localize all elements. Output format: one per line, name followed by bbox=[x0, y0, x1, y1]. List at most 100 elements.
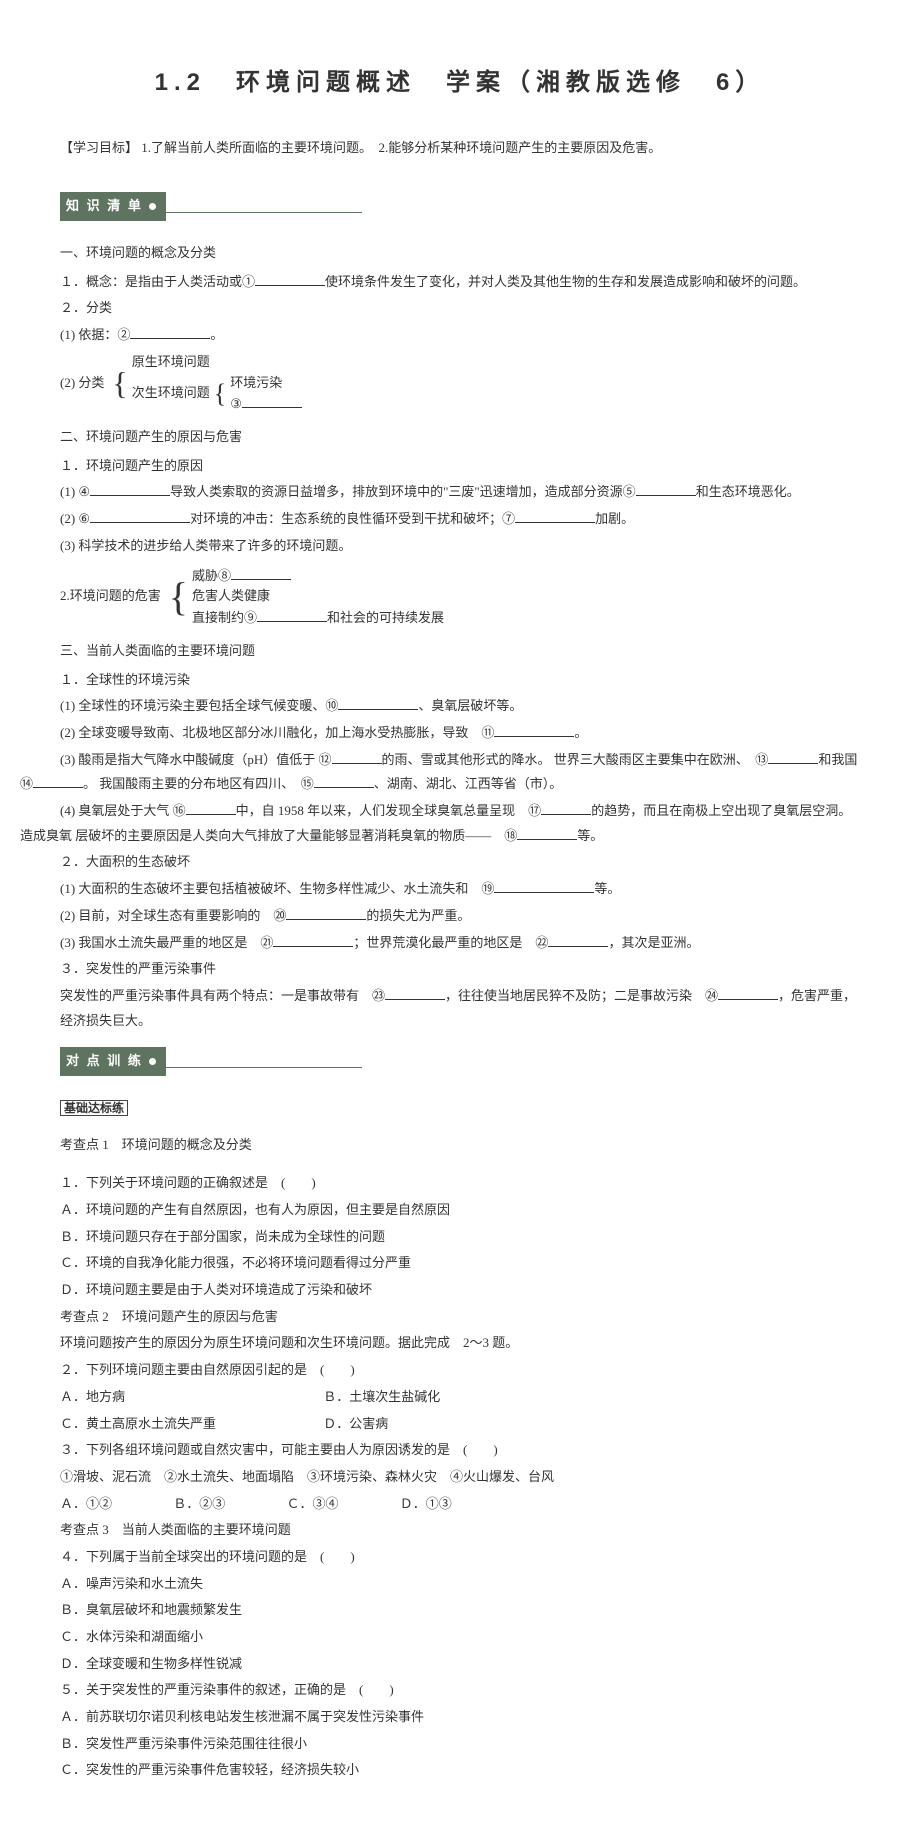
blank-icon bbox=[273, 932, 353, 947]
q2-opt-c: Ｃ．黄土高原水土流失严重 bbox=[60, 1412, 320, 1437]
text: 加剧。 bbox=[595, 511, 634, 526]
text: 和生态环境恶化。 bbox=[696, 484, 800, 499]
brace-item: ③ bbox=[230, 393, 302, 415]
q3-opt-d: Ｄ．①③ bbox=[400, 1492, 510, 1517]
classify-1: (1) 依据：②。 bbox=[60, 323, 860, 348]
q4: ４．下列属于当前全球突出的环境问题的是 ( ) bbox=[60, 1545, 860, 1570]
eco-head: ２．大面积的生态破坏 bbox=[60, 850, 860, 875]
text: 2.环境问题的危害 bbox=[60, 584, 161, 609]
q3-choices: ①滑坡、泥石流 ②水土流失、地面塌陷 ③环境污染、森林火灾 ④火山爆发、台风 bbox=[60, 1465, 860, 1490]
text: ；世界荒漠化最严重的地区是 ㉒ bbox=[353, 935, 548, 950]
practice-section-label: 对 点 训 练 bbox=[66, 1053, 143, 1068]
blank-icon bbox=[90, 508, 190, 523]
text: (4) 臭氧层处于大气 ⑯ bbox=[60, 803, 186, 818]
blank-icon bbox=[494, 722, 574, 737]
text: 直接制约⑨ bbox=[192, 610, 257, 625]
text: 。 bbox=[83, 776, 96, 791]
blank-icon bbox=[314, 773, 374, 788]
brace-item: 威胁⑧ bbox=[192, 565, 444, 587]
knowledge-section-label: 知 识 清 单 bbox=[66, 198, 143, 213]
q1: １．下列关于环境问题的正确叙述是 ( ) bbox=[60, 1171, 860, 1196]
heading-1: 一、环境问题的概念及分类 bbox=[60, 241, 860, 266]
classify-head: ２．分类 bbox=[60, 296, 860, 321]
text: (1) 全球性的环境污染主要包括全球气候变暖、⑩ bbox=[60, 698, 338, 713]
blank-icon bbox=[231, 565, 291, 580]
q2-opt-a: Ａ．地方病 bbox=[60, 1385, 320, 1410]
text: 和社会的可持续发展 bbox=[327, 610, 444, 625]
text: (3) 我国水土流失最严重的地区是 ㉑ bbox=[60, 935, 273, 950]
q3-opt-a: Ａ．①② bbox=[60, 1492, 170, 1517]
practice-section-tag: 对 点 训 练 bbox=[60, 1047, 166, 1076]
q3-opt-b: Ｂ．②③ bbox=[173, 1492, 283, 1517]
text: (2) ⑥ bbox=[60, 511, 90, 526]
text: １．概念：是指由于人类活动或① bbox=[60, 274, 255, 289]
q2-opts-row2: Ｃ．黄土高原水土流失严重 Ｄ．公害病 bbox=[60, 1412, 860, 1437]
text: (1) ④ bbox=[60, 484, 90, 499]
gp-3: (3) 酸雨是指大气降水中酸碱度（pH）值低于 ⑫ 的雨、雪或其他形式的降水。 世… bbox=[20, 748, 860, 797]
q4-opt-c: Ｃ．水体污染和湖面缩小 bbox=[60, 1625, 860, 1650]
harm-brace: 2.环境问题的危害 { 威胁⑧ 危害人类健康 直接制约⑨ 和社会的可持续发展 bbox=[60, 565, 860, 629]
brace-item: 危害人类健康 bbox=[192, 586, 444, 607]
text: 中，自 1958 年以来，人们发现全球臭氧总量呈现 ⑰ bbox=[236, 803, 542, 818]
gp-1: (1) 全球性的环境污染主要包括全球气候变暖、⑩、臭氧层破坏等。 bbox=[60, 694, 860, 719]
checkpoint-1: 考查点 1 环境问题的概念及分类 bbox=[60, 1133, 860, 1158]
knowledge-tag-row: 知 识 清 单 bbox=[60, 180, 860, 231]
blank-icon bbox=[768, 749, 818, 764]
brace-item-nested: 次生环境问题 { 环境污染 ③ bbox=[132, 373, 302, 416]
q2-opt-b: Ｂ．土壤次生盐碱化 bbox=[323, 1389, 440, 1404]
text: 我国酸雨主要的分布地区有四川、 ⑮ bbox=[99, 776, 314, 791]
boxed-label: 基础达标练 bbox=[60, 1100, 128, 1116]
blank-icon bbox=[255, 271, 325, 286]
q5-opt-c: Ｃ．突发性的严重污染事件危害较轻，经济损失较小 bbox=[60, 1758, 860, 1783]
q2-opts-row1: Ａ．地方病 Ｂ．土壤次生盐碱化 bbox=[60, 1385, 860, 1410]
q4-opt-b: Ｂ．臭氧层破坏和地震频繁发生 bbox=[60, 1598, 860, 1623]
blank-icon bbox=[517, 825, 577, 840]
sudden-head: ３．突发性的严重污染事件 bbox=[60, 957, 860, 982]
gp-2: (2) 全球变暖导致南、北极地区部分冰川融化，加上海水受热膨胀，导致 ⑪。 bbox=[60, 721, 860, 746]
text: 的损失尤为严重。 bbox=[366, 908, 470, 923]
text: ③ bbox=[230, 396, 242, 411]
blank-icon bbox=[385, 985, 445, 1000]
objectives-label: 【学习目标】 bbox=[60, 140, 138, 155]
objectives-text: 1.了解当前人类所面临的主要环境问题。 2.能够分析某种环境问题产生的主要原因及… bbox=[141, 140, 661, 155]
p2-intro: 环境问题按产生的原因分为原生环境问题和次生环境问题。据此完成 2～3 题。 bbox=[60, 1331, 860, 1356]
text: 突发性的严重污染事件具有两个特点：一是事故带有 ㉓ bbox=[60, 988, 385, 1003]
blank-icon bbox=[541, 800, 591, 815]
text: 等。 bbox=[594, 881, 620, 896]
divider bbox=[162, 202, 362, 213]
learning-objectives: 【学习目标】 1.了解当前人类所面临的主要环境问题。 2.能够分析某种环境问题产… bbox=[60, 136, 860, 161]
text: 的雨、雪或其他形式的降水。 世界三大酸雨区主要集中在欧洲、 ⑬ bbox=[382, 752, 769, 767]
q3-opt-c: Ｃ．③④ bbox=[287, 1492, 397, 1517]
brace-icon: { bbox=[169, 577, 188, 617]
basic-practice-label: 基础达标练 bbox=[60, 1096, 860, 1121]
text: 使环境条件发生了变化，并对人类及其他生物的生存和发展造成影响和破坏的问题。 bbox=[325, 274, 806, 289]
text: ，其次是亚洲。 bbox=[608, 935, 699, 950]
text: (1) 大面积的生态破坏主要包括植被破坏、生物多样性减少、水土流失和 ⑲ bbox=[60, 881, 494, 896]
brace-icon: { bbox=[214, 381, 226, 407]
blank-icon bbox=[33, 773, 83, 788]
q2-opt-d: Ｄ．公害病 bbox=[323, 1416, 388, 1431]
q5: ５．关于突发性的严重污染事件的叙述，正确的是 ( ) bbox=[60, 1678, 860, 1703]
blank-icon bbox=[130, 324, 210, 339]
text: (3) 酸雨是指大气降水中酸碱度（pH）值低于 ⑫ bbox=[60, 752, 332, 767]
text: 等。 bbox=[577, 828, 603, 843]
cause-1: (1) ④ 导致人类索取的资源日益增多，排放到环境中的"三废"迅速增加，造成部分资… bbox=[60, 480, 860, 505]
q4-opt-a: Ａ．噪声污染和水土流失 bbox=[60, 1572, 860, 1597]
blank-icon bbox=[718, 985, 778, 1000]
blank-icon bbox=[186, 800, 236, 815]
eco-3: (3) 我国水土流失最严重的地区是 ㉑ ；世界荒漠化最严重的地区是 ㉒ ，其次是亚洲… bbox=[60, 931, 860, 956]
q1-opt-b: Ｂ．环境问题只存在于部分国家，尚未成为全球性的问题 bbox=[60, 1225, 860, 1250]
text: 导致人类索取的资源日益增多，排放到环境中的"三废"迅速增加，造成部分资源⑤ bbox=[170, 484, 636, 499]
text: 威胁⑧ bbox=[192, 568, 231, 583]
q5-opt-b: Ｂ．突发性严重污染事件污染范围往往很小 bbox=[60, 1732, 860, 1757]
q2: ２．下列环境问题主要由自然原因引起的是 ( ) bbox=[60, 1358, 860, 1383]
text: (2) 全球变暖导致南、北极地区部分冰川融化，加上海水受热膨胀，导致 ⑪ bbox=[60, 725, 494, 740]
blank-icon bbox=[242, 393, 302, 408]
eco-1: (1) 大面积的生态破坏主要包括植被破坏、生物多样性减少、水土流失和 ⑲ 等。 bbox=[60, 877, 860, 902]
text: 、湖南、湖北、江西等省（市）。 bbox=[374, 776, 563, 791]
brace-item: 直接制约⑨ 和社会的可持续发展 bbox=[192, 607, 444, 629]
cause-2: (2) ⑥对环境的冲击：生态系统的良性循环受到干扰和破坏；⑦加剧。 bbox=[60, 507, 860, 532]
page-title: 1.2 环境问题概述 学案（湘教版选修 6） bbox=[60, 60, 860, 106]
gp-4: (4) 臭氧层处于大气 ⑯ 中，自 1958 年以来，人们发现全球臭氧总量呈现 ⑰… bbox=[20, 799, 860, 848]
heading-3: 三、当前人类面临的主要环境问题 bbox=[60, 639, 860, 664]
